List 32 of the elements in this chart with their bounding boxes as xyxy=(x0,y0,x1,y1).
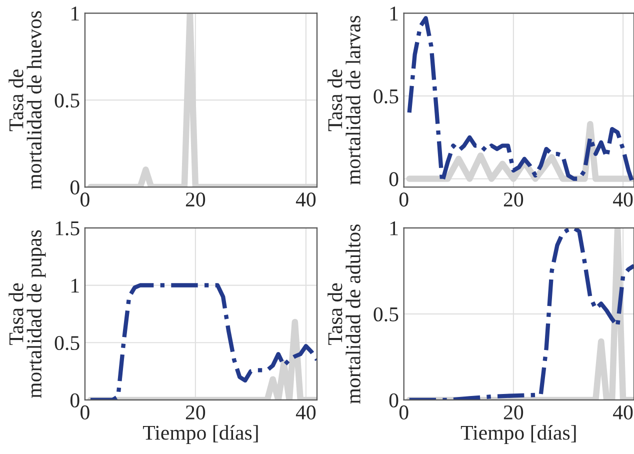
x-tick-label: 40 xyxy=(296,405,316,420)
y-axis-title: Tasa de mortalidad de pupas xyxy=(8,230,46,398)
y-tick-label: 1 xyxy=(390,6,398,20)
line-series xyxy=(88,283,317,400)
y-tick-label: 0.5 xyxy=(54,93,80,108)
x-tick-label: 20 xyxy=(186,405,206,420)
x-tick-label: 0 xyxy=(399,192,408,207)
x-tick-label: 20 xyxy=(504,192,524,207)
x-tick-label: 20 xyxy=(186,192,206,207)
y-tick-label: 1 xyxy=(72,6,79,20)
x-tick-label: 40 xyxy=(613,192,633,207)
y-tick-label: 0.5 xyxy=(54,336,80,350)
y-tick-label: 0 xyxy=(70,393,80,408)
x-tick-label: 0 xyxy=(80,192,90,207)
x-tick-label: 0 xyxy=(399,405,408,420)
y-tick-label: 0 xyxy=(70,180,80,194)
x-tick-label: 40 xyxy=(296,192,316,207)
x-axis-title: Tiempo [días] xyxy=(143,425,258,444)
x-tick-label: 0 xyxy=(80,405,90,420)
y-axis-title: Tasa de mortalidad de larvas xyxy=(328,16,360,185)
y-tick-label: 1.5 xyxy=(56,221,80,236)
y-tick-label: 1 xyxy=(390,221,398,236)
y-tick-label: 0 xyxy=(389,393,398,408)
x-tick-label: 20 xyxy=(504,405,524,420)
y-tick-label: 1 xyxy=(72,278,79,292)
y-axis-title: Tasa de mortalidad de adultos xyxy=(328,224,360,404)
y-tick-label: 0.5 xyxy=(374,307,398,322)
y-axis-title: Tasa de mortalidad de huevos xyxy=(8,11,42,190)
y-tick-label: 0.5 xyxy=(374,89,398,104)
x-axis-title: Tiempo [días] xyxy=(460,425,576,444)
y-tick-label: 0 xyxy=(389,172,398,186)
x-tick-label: 40 xyxy=(613,405,633,420)
